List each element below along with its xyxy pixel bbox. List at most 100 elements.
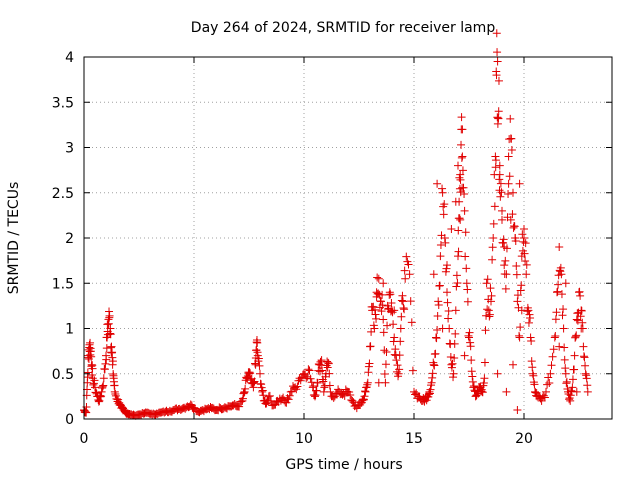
data-point [558, 311, 567, 320]
data-point [457, 153, 466, 162]
data-point [583, 387, 592, 396]
data-point [381, 360, 390, 369]
data-point [346, 390, 355, 399]
data-point [468, 372, 477, 381]
data-point [253, 338, 262, 347]
data-point [383, 321, 392, 330]
data-point [249, 383, 258, 392]
data-point [494, 76, 503, 85]
data-point [235, 402, 244, 411]
data-point [493, 57, 502, 66]
data-point [245, 369, 253, 378]
data-point [506, 114, 515, 123]
data-point [496, 179, 505, 188]
data-point [256, 369, 264, 378]
data-point [85, 340, 94, 349]
data-point [488, 255, 497, 264]
data-point [422, 396, 431, 405]
y-tick-label: 3 [65, 141, 74, 157]
data-point [452, 271, 461, 280]
data-point [248, 378, 257, 387]
data-point [366, 342, 375, 351]
data-point [390, 306, 399, 315]
data-point [443, 288, 451, 297]
data-point [363, 380, 372, 389]
x-tick-label: 15 [405, 431, 423, 447]
data-point [433, 311, 442, 320]
data-point [537, 396, 546, 405]
data-point [88, 374, 97, 383]
data-point [430, 361, 439, 370]
axis-ticks [83, 56, 612, 420]
data-point [435, 281, 444, 290]
data-point [367, 327, 376, 336]
data-point [504, 179, 513, 188]
data-point [439, 210, 448, 219]
data-point [285, 391, 294, 400]
data-point [379, 315, 388, 324]
data-point [305, 366, 314, 375]
data-point [428, 369, 437, 378]
data-point [361, 387, 370, 396]
data-point [557, 290, 566, 299]
data-point [575, 287, 584, 296]
data-point [254, 354, 263, 363]
data-point [554, 280, 563, 289]
data-point [570, 351, 579, 360]
data-point [528, 369, 537, 378]
data-point [498, 206, 506, 215]
data-point [359, 395, 368, 404]
data-point [512, 270, 521, 279]
data-point [434, 297, 443, 306]
data-point [436, 252, 445, 261]
data-point [556, 263, 565, 272]
data-point [502, 244, 511, 253]
data-point [386, 307, 395, 316]
data-point [406, 297, 415, 306]
data-point [460, 189, 469, 198]
data-point [549, 345, 558, 354]
data-point [535, 392, 544, 401]
data-point [96, 392, 105, 401]
data-point [561, 279, 570, 288]
data-point [559, 324, 568, 333]
y-tick-label: 3.5 [52, 95, 74, 111]
data-point [454, 226, 463, 235]
data-point [553, 288, 561, 297]
data-point [106, 330, 115, 339]
data-point [527, 357, 536, 366]
data-point [438, 184, 447, 193]
data-point [515, 331, 524, 340]
data-point [457, 140, 466, 149]
data-point [374, 378, 383, 387]
data-point [545, 378, 554, 387]
data-point [521, 239, 530, 248]
data-point [555, 342, 564, 351]
data-point [94, 397, 103, 406]
data-point [258, 387, 267, 396]
data-point [257, 380, 266, 389]
data-point [543, 380, 552, 389]
y-tick-label: 0 [65, 412, 74, 428]
data-point [427, 381, 436, 390]
data-point [433, 325, 442, 334]
data-point [481, 326, 490, 335]
data-point [250, 377, 259, 386]
data-point [495, 175, 504, 184]
data-point [502, 387, 511, 396]
data-point [581, 361, 590, 370]
data-point [405, 270, 414, 279]
data-point [553, 287, 562, 296]
data-point [522, 270, 531, 279]
data-point [402, 252, 411, 261]
data-point [552, 308, 561, 317]
data-point [362, 383, 371, 392]
data-point [440, 234, 449, 242]
data-point [478, 388, 487, 397]
data-point [317, 356, 326, 365]
data-point [456, 188, 465, 197]
data-point [377, 307, 386, 316]
data-point [325, 381, 334, 390]
data-point [461, 252, 470, 261]
data-point [512, 261, 521, 270]
